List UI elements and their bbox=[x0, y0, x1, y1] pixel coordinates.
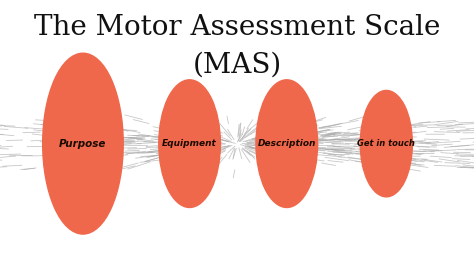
Text: Equipment: Equipment bbox=[162, 139, 217, 148]
Text: Purpose: Purpose bbox=[59, 139, 107, 149]
Text: (MAS): (MAS) bbox=[192, 52, 282, 79]
Text: Description: Description bbox=[257, 139, 316, 148]
Ellipse shape bbox=[360, 90, 412, 197]
Ellipse shape bbox=[256, 80, 318, 207]
Text: The Motor Assessment Scale: The Motor Assessment Scale bbox=[34, 14, 440, 41]
Ellipse shape bbox=[159, 80, 220, 207]
Ellipse shape bbox=[43, 53, 123, 234]
Text: Get in touch: Get in touch bbox=[357, 139, 415, 148]
